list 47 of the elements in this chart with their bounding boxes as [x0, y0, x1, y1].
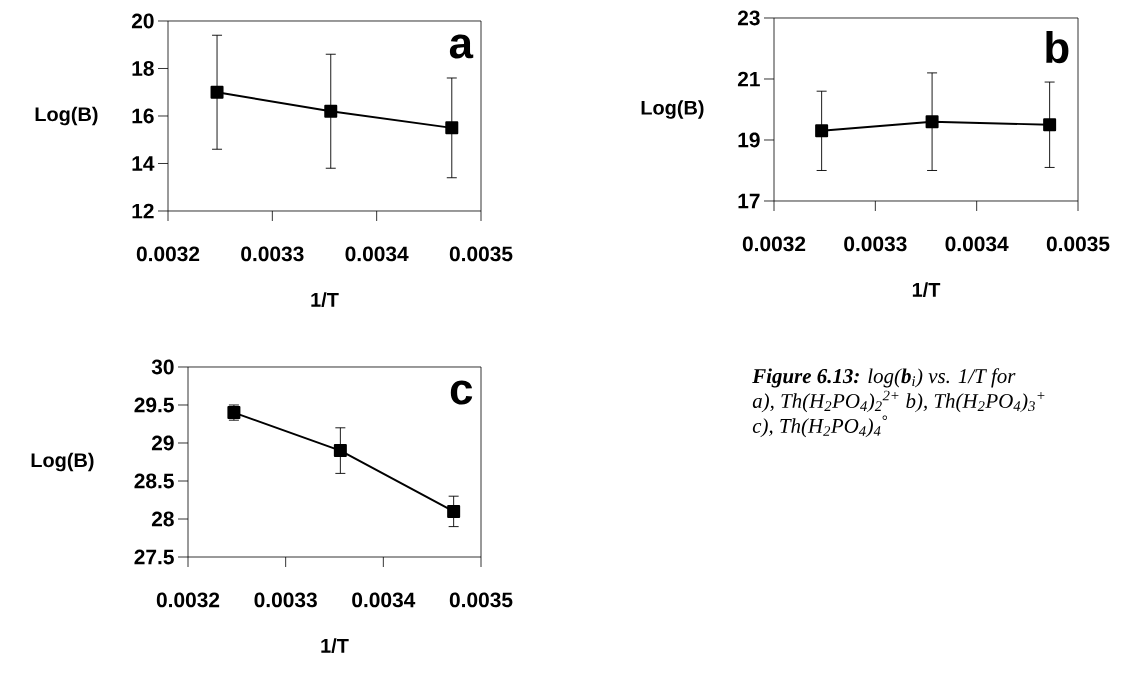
y-tick-label: 27.5: [134, 549, 174, 565]
point: [210, 85, 224, 99]
x-axis-title: 1/T: [912, 282, 941, 298]
y-tick-label: 20: [131, 13, 154, 29]
x-tick-label: 0.0032: [742, 236, 806, 252]
y-tick-label: 28.5: [134, 473, 174, 489]
x-tick-label: 0.0035: [449, 592, 513, 608]
y-axis-title: Log(B): [641, 100, 704, 119]
y-tick-label: 29.5: [134, 397, 174, 413]
annotation: a: [449, 34, 474, 59]
text: Figure 6.13: log(b$_{i}$) vs. 1/T for: [752, 368, 1016, 388]
y-tick-label: 30: [151, 359, 174, 375]
x-tick-label: 0.0032: [136, 246, 200, 262]
annotation: b: [1046, 31, 1069, 64]
x-axis-title: 1/T: [321, 638, 349, 654]
y-tick-label: 14: [132, 156, 155, 171]
text: c), Th(H$_{2}$PO$_{4}$)$_{4}$°: [752, 415, 888, 438]
y-tick-label: 28: [151, 511, 174, 527]
x-tick-label: 0.0033: [844, 236, 907, 252]
y-tick-label: 18: [132, 61, 154, 76]
point: [333, 444, 347, 458]
y-tick-label: 21: [737, 71, 760, 87]
annotation: c: [450, 380, 473, 405]
x-tick-label: 0.0034: [945, 236, 1009, 252]
y-axis-title: Log(B): [31, 452, 94, 472]
point: [925, 115, 939, 129]
x-axis-title: 1/T: [311, 292, 339, 308]
y-tick-label: 12: [132, 203, 154, 219]
y-tick-label: 29: [151, 435, 174, 451]
point: [815, 124, 829, 138]
y-tick-label: 16: [132, 108, 154, 124]
x-tick-label: 0.0034: [352, 592, 416, 608]
y-tick-label: 23: [737, 10, 760, 26]
x-tick-label: 0.0033: [241, 246, 304, 262]
x-tick-label: 0.0032: [156, 592, 220, 608]
point: [324, 104, 338, 118]
point: [1043, 118, 1057, 132]
y-tick-label: 19: [738, 132, 760, 148]
x-tick-label: 0.0035: [449, 246, 513, 262]
x-tick-label: 0.0033: [254, 592, 317, 608]
x-tick-label: 0.0035: [1046, 236, 1110, 252]
point: [445, 121, 459, 135]
y-tick-label: 17: [738, 193, 760, 209]
y-axis-title: Log(B): [35, 106, 98, 126]
x-tick-label: 0.0034: [345, 246, 409, 262]
text: a), Th(H$_{2}$PO$_{4}$)$_{2}$$^{2+}$ b), Th(H$_{2}$PO$_{4}$)$_{3}$+: [752, 390, 1045, 413]
point: [447, 504, 461, 518]
